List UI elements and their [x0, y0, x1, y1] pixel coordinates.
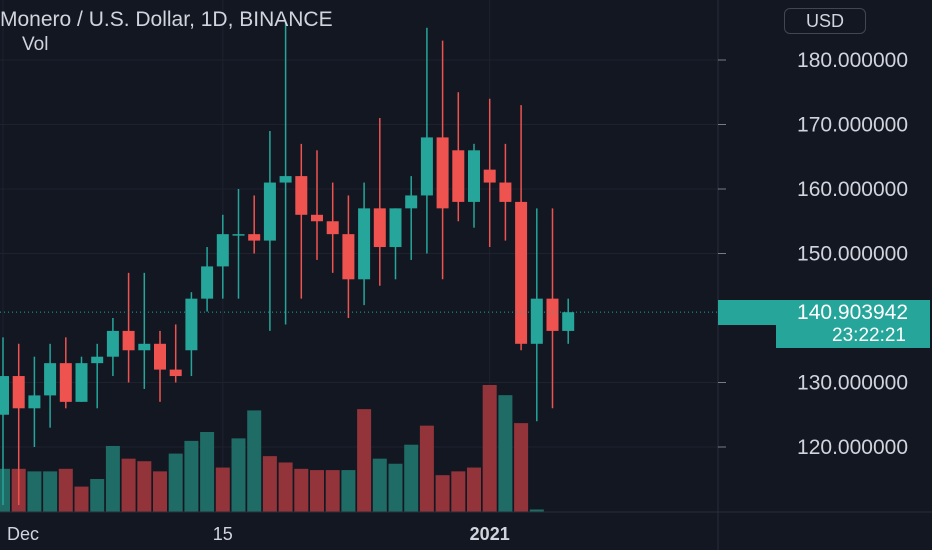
candle-body	[248, 234, 261, 241]
candle-body	[295, 176, 308, 215]
candle-body	[436, 137, 449, 209]
volume-bar	[58, 468, 73, 512]
candle-body	[122, 330, 135, 351]
candle-body	[562, 312, 575, 331]
candle-body	[326, 221, 339, 235]
volume-bar	[168, 453, 183, 512]
volume-bar	[357, 409, 372, 512]
volume-bar	[310, 470, 324, 512]
candle-body	[138, 343, 151, 351]
volume-bar	[278, 462, 293, 512]
volume-bar	[200, 431, 215, 512]
candle-body	[311, 214, 323, 222]
candle-body	[452, 150, 465, 202]
candle-body	[420, 137, 433, 196]
price-tick-label: 170.000000	[797, 114, 908, 137]
time-tick-label: 15	[213, 524, 233, 544]
volume-bar	[105, 445, 120, 512]
volume-bar	[419, 425, 434, 512]
candle-body	[106, 330, 119, 357]
candle-body	[530, 298, 543, 344]
candle-body	[468, 150, 480, 202]
volume-bar	[27, 471, 42, 512]
volume-bar	[294, 468, 309, 512]
candle-body	[342, 234, 355, 280]
price-tick-label: 120.000000	[797, 436, 908, 459]
bar-countdown-label: 23:22:21	[776, 323, 930, 348]
candle-body	[232, 234, 245, 236]
volume-bar	[121, 458, 136, 512]
volume-bar	[153, 471, 167, 512]
time-tick-label: 2021	[470, 524, 510, 544]
volume-indicator-label[interactable]: Vol	[22, 34, 49, 55]
volume-bar	[514, 423, 529, 512]
candle-body	[483, 169, 496, 183]
candle-body	[154, 343, 166, 370]
volume-bar	[262, 456, 277, 512]
volume-bar	[404, 444, 419, 512]
candle-body	[263, 182, 276, 241]
volume-bar	[341, 470, 356, 512]
volume-bar	[231, 438, 246, 512]
candle-body	[28, 395, 41, 409]
currency-button[interactable]: USD	[784, 8, 866, 34]
price-tick-label: 180.000000	[797, 49, 908, 72]
volume-bar	[435, 475, 450, 512]
volume-bar	[137, 461, 152, 512]
volume-bar	[451, 471, 466, 512]
volume-bar	[90, 478, 105, 512]
candle-body	[389, 208, 402, 248]
candle-body	[358, 208, 371, 280]
volume-bar	[215, 467, 230, 512]
volume-bar	[325, 470, 340, 512]
last-price-label: 140.903942	[718, 300, 930, 325]
volume-bar	[184, 440, 199, 512]
candle-body	[91, 356, 104, 364]
volume-bar	[247, 410, 262, 512]
volume-bar	[388, 463, 403, 512]
candle-body	[216, 234, 229, 267]
candle-body	[201, 266, 214, 299]
price-tick-label: 160.000000	[797, 178, 908, 201]
candle-body	[546, 298, 559, 331]
candle-body	[515, 201, 528, 344]
candle-body	[373, 208, 386, 248]
candle-body	[44, 363, 57, 396]
volume-bar	[482, 385, 497, 512]
candle-body	[12, 376, 25, 409]
volume-bar	[498, 395, 513, 512]
candle-body	[169, 369, 182, 377]
candle-body	[499, 182, 512, 202]
candle-body	[405, 195, 418, 209]
volume-bar	[467, 467, 481, 512]
price-tick-label: 150.000000	[797, 243, 908, 266]
volume-bar	[529, 509, 544, 512]
candle-body	[0, 376, 9, 415]
price-tick-label: 130.000000	[797, 372, 908, 395]
volume-bar	[43, 471, 58, 512]
candle-body	[279, 176, 292, 183]
volume-bar	[372, 458, 387, 512]
candle-body	[185, 298, 198, 351]
volume-bar	[74, 486, 89, 512]
candle-body	[59, 363, 72, 402]
symbol-title: Monero / U.S. Dollar, 1D, BINANCE	[0, 8, 333, 31]
time-tick-label: Dec	[7, 524, 39, 544]
candle-body	[75, 363, 88, 402]
volume-bar	[0, 468, 10, 512]
